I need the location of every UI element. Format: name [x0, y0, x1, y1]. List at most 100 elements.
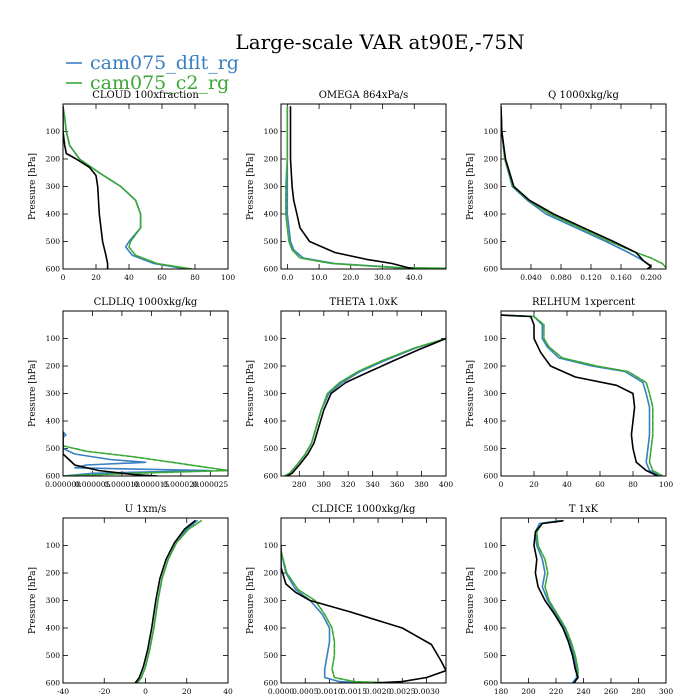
legend: cam075_dflt_rg cam075_c2_rg [66, 52, 239, 94]
x-tick-label: 320 [341, 480, 356, 489]
panel-frame [500, 310, 667, 477]
series-line-cam075_c2_rg [136, 520, 202, 683]
panel: OMEGA 864xPa/s Pressure [hPa] 100 200 300 400… [246, 90, 447, 282]
y-tick-label: 600 [264, 265, 279, 274]
x-tick-label: 30.0 [374, 273, 391, 282]
panel-frame [280, 517, 447, 684]
series-line-cam075_c2_rg [536, 520, 579, 683]
x-tick-label: 10.0 [311, 273, 328, 282]
x-tick-label: 220 [549, 687, 564, 696]
y-tick-label: 400 [484, 417, 499, 426]
x-tick-label: 0.0020 [365, 687, 391, 696]
y-tick-label: 100 [484, 541, 499, 550]
y-axis-label: Pressure [hPa] [28, 567, 38, 634]
panel-title: T 1xK [569, 504, 599, 515]
x-tick-label: 0.080 [550, 273, 572, 282]
series-line-control [289, 106, 416, 269]
panel: CLDLIQ 1000xkg/kg Pressure [hPa] 100 200 300… [28, 297, 229, 489]
y-tick-label: 600 [46, 265, 61, 274]
series-line-cam075_dflt_rg [534, 520, 578, 683]
x-tick-label: 80 [190, 273, 200, 282]
series-line-cam075_dflt_rg [63, 106, 188, 269]
x-tick-label: 0.0015 [341, 687, 367, 696]
x-tick-label: 300 [317, 480, 332, 489]
series-line-cam075_dflt_rg [281, 550, 370, 683]
y-tick-label: 400 [484, 210, 499, 219]
y-tick-label: 100 [46, 334, 61, 343]
x-tick-label: 340 [366, 480, 381, 489]
x-tick-label: 20 [182, 687, 192, 696]
y-tick-label: 100 [46, 541, 61, 550]
x-tick-label: 240 [576, 687, 591, 696]
y-tick-label: 300 [46, 182, 61, 191]
series-line-cam075_c2_rg [281, 550, 399, 683]
panel-title: THETA 1.0xK [329, 297, 398, 308]
y-tick-label: 500 [484, 444, 499, 453]
x-tick-label: 60 [595, 480, 605, 489]
y-tick-label: 200 [484, 362, 499, 371]
x-tick-label: 0.000025 [192, 480, 228, 489]
x-tick-label: 20.0 [342, 273, 359, 282]
y-tick-label: 300 [46, 596, 61, 605]
y-tick-label: 600 [46, 472, 61, 481]
y-tick-label: 600 [484, 679, 499, 688]
panel-title: CLDLIQ 1000xkg/kg [94, 297, 198, 308]
y-axis-label: Pressure [hPa] [246, 360, 256, 427]
x-tick-label: 0.200 [640, 273, 662, 282]
x-tick-label: 360 [390, 480, 405, 489]
series-line-cam075_dflt_rg [501, 106, 652, 269]
x-tick-label: 20 [529, 480, 539, 489]
y-tick-label: 300 [264, 389, 279, 398]
y-tick-label: 300 [484, 389, 499, 398]
panel: CLDICE 1000xkg/kg Pressure [hPa] 100 200 300… [246, 504, 447, 696]
x-tick-label: 400 [439, 480, 454, 489]
x-tick-label: 0 [499, 480, 504, 489]
y-tick-label: 500 [484, 237, 499, 246]
panel-frame [500, 517, 667, 684]
series-line-cam075_dflt_rg [63, 431, 212, 476]
x-tick-label: 0.0005 [292, 687, 318, 696]
y-axis-label: Pressure [hPa] [466, 567, 476, 634]
panel-title: U 1xm/s [125, 504, 167, 515]
x-tick-label: 0.120 [580, 273, 602, 282]
y-tick-label: 100 [264, 127, 279, 136]
x-tick-label: 20 [91, 273, 101, 282]
panel-frame [62, 103, 229, 270]
y-tick-label: 600 [484, 265, 499, 274]
panel: T 1xK Pressure [hPa] 100 200 300 400 500 600180… [466, 504, 673, 696]
y-tick-label: 200 [264, 362, 279, 371]
y-axis-label: Pressure [hPa] [246, 153, 256, 220]
panel: Q 1000xkg/kg Pressure [hPa] 100 200 300 400 50… [466, 90, 667, 282]
panel-frame [62, 517, 229, 684]
y-tick-label: 300 [484, 182, 499, 191]
legend-label-dflt: cam075_dflt_rg [90, 52, 239, 74]
series-line-control [533, 520, 579, 683]
y-axis-label: Pressure [hPa] [28, 360, 38, 427]
x-tick-label: -20 [98, 687, 110, 696]
x-tick-label: 0.0 [281, 273, 293, 282]
panel-frame [62, 310, 229, 477]
x-tick-label: 0.0010 [316, 687, 342, 696]
y-tick-label: 600 [46, 679, 61, 688]
y-tick-label: 500 [264, 444, 279, 453]
x-tick-label: 0 [143, 687, 148, 696]
y-tick-label: 200 [264, 569, 279, 578]
x-tick-label: 0.0030 [413, 687, 439, 696]
legend-label-c2: cam075_c2_rg [90, 72, 229, 94]
panel-frame [280, 310, 447, 477]
series-line-cam075_dflt_rg [286, 106, 446, 269]
y-tick-label: 400 [264, 417, 279, 426]
series-line-control [134, 520, 196, 683]
x-tick-label: 0.0025 [389, 687, 415, 696]
x-tick-label: 200 [521, 687, 536, 696]
x-tick-label: 0.000005 [75, 480, 111, 489]
x-tick-label: 40 [223, 687, 233, 696]
y-tick-label: 400 [264, 624, 279, 633]
x-tick-label: 100 [659, 480, 674, 489]
y-tick-label: 200 [46, 155, 61, 164]
series-line-control [501, 314, 659, 476]
y-tick-label: 400 [46, 417, 61, 426]
panel-frame [500, 103, 667, 270]
